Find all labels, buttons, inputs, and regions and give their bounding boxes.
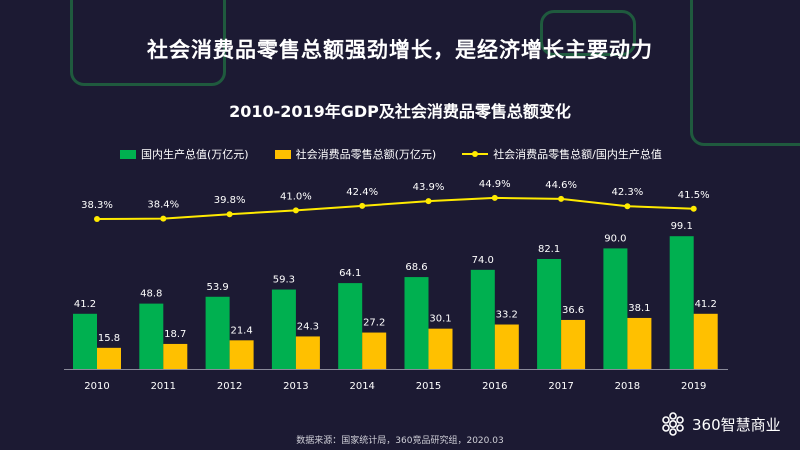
- legend-swatch-gdp: [120, 149, 136, 159]
- x-tick-label: 2016: [482, 381, 507, 392]
- data-label-gdp: 68.6: [405, 262, 427, 273]
- bar-retail: [494, 324, 519, 369]
- data-label-gdp: 99.1: [671, 221, 693, 232]
- data-label-retail: 30.1: [429, 314, 451, 325]
- data-label-ratio: 42.3%: [612, 187, 644, 198]
- data-label-gdp: 41.2: [74, 299, 96, 310]
- data-label-gdp: 82.1: [538, 244, 560, 255]
- legend-item-ratio: 社会消费品零售总额/国内生产总值: [462, 146, 662, 162]
- bar-gdp: [603, 248, 628, 369]
- legend-item-retail: 社会消费品零售总额(万亿元): [274, 146, 437, 162]
- data-label-gdp: 53.9: [206, 282, 228, 293]
- data-label-retail: 36.6: [562, 305, 584, 316]
- ratio-point: [226, 211, 233, 218]
- data-label-retail: 27.2: [363, 318, 385, 329]
- chart-legend: 国内生产总值(万亿元) 社会消费品零售总额(万亿元) 社会消费品零售总额/国内生…: [120, 147, 688, 161]
- bar-gdp: [271, 289, 296, 369]
- bar-gdp: [73, 313, 97, 369]
- data-label-ratio: 41.0%: [280, 191, 312, 202]
- x-tick-label: 2018: [615, 381, 640, 392]
- x-tick-label: 2012: [217, 381, 242, 392]
- bar-retail: [693, 313, 718, 369]
- legend-item-gdp: 国内生产总值(万亿元): [120, 146, 249, 162]
- brand-logo: 360智慧商业: [660, 411, 781, 437]
- legend-label-ratio: 社会消费品零售总额/国内生产总值: [493, 148, 662, 161]
- legend-label-gdp: 国内生产总值(万亿元): [141, 148, 249, 161]
- legend-label-retail: 社会消费品零售总额(万亿元): [295, 148, 437, 161]
- data-label-gdp: 48.8: [140, 289, 162, 300]
- data-label-gdp: 59.3: [273, 275, 295, 286]
- bar-gdp: [338, 283, 363, 369]
- data-label-gdp: 74.0: [472, 255, 494, 266]
- bar-retail: [163, 343, 188, 369]
- data-label-ratio: 44.9%: [479, 179, 511, 190]
- x-tick-label: 2011: [151, 381, 176, 392]
- flower-logo-icon: [662, 412, 684, 436]
- chart-title: 2010-2019年GDP及社会消费品零售总额变化: [229, 102, 571, 121]
- page-headline: 社会消费品零售总额强劲增长，是经济增长主要动力: [147, 38, 653, 62]
- bar-gdp: [669, 236, 694, 369]
- data-label-retail: 18.7: [164, 329, 186, 340]
- ratio-point: [690, 205, 697, 212]
- ratio-point: [94, 216, 100, 222]
- brand-logo-text: 360智慧商业: [692, 415, 781, 434]
- ratio-point: [292, 207, 299, 214]
- ratio-series-line: [96, 196, 694, 220]
- data-label-retail: 41.2: [695, 299, 717, 310]
- data-label-ratio: 43.9%: [413, 182, 445, 193]
- data-label-ratio: 38.3%: [81, 200, 113, 211]
- legend-swatch-retail: [274, 149, 291, 159]
- ratio-point: [491, 194, 498, 201]
- data-label-retail: 24.3: [297, 321, 319, 332]
- data-label-retail: 15.8: [98, 333, 120, 344]
- ratio-point: [425, 198, 432, 205]
- bar-retail: [627, 317, 652, 369]
- ratio-point: [624, 203, 631, 210]
- data-label-gdp: 90.0: [604, 233, 626, 244]
- bar-retail: [295, 336, 320, 369]
- x-tick-label: 2010: [84, 381, 109, 392]
- data-label-ratio: 38.4%: [147, 200, 179, 211]
- bar-gdp: [470, 269, 495, 369]
- bar-retail: [428, 328, 453, 369]
- data-label-retail: 38.1: [628, 303, 650, 314]
- ratio-point: [359, 202, 366, 209]
- data-label-ratio: 44.6%: [545, 180, 577, 191]
- bar-gdp: [404, 277, 429, 369]
- x-tick-label: 2013: [283, 381, 308, 392]
- x-tick-label: 2015: [416, 381, 441, 392]
- bar-retail: [561, 319, 586, 369]
- bar-gdp: [537, 258, 562, 369]
- bar-retail: [362, 332, 387, 369]
- bar-gdp: [205, 296, 230, 369]
- data-label-retail: 33.2: [496, 310, 518, 321]
- data-label-gdp: 64.1: [339, 268, 361, 279]
- x-tick-label: 2019: [681, 381, 706, 392]
- x-tick-label: 2017: [548, 381, 573, 392]
- bar-gdp: [139, 303, 164, 369]
- bar-retail: [229, 340, 254, 369]
- ratio-point: [160, 215, 167, 222]
- data-label-ratio: 39.8%: [214, 195, 246, 206]
- data-label-retail: 21.4: [230, 325, 252, 336]
- data-label-ratio: 42.4%: [346, 187, 378, 198]
- ratio-point: [558, 195, 565, 202]
- legend-swatch-ratio: [462, 149, 489, 159]
- x-tick-label: 2014: [349, 381, 374, 392]
- bar-retail: [97, 347, 121, 369]
- data-source-note: 数据来源：国家统计局，360竞品研究组，2020.03: [296, 436, 504, 446]
- data-label-ratio: 41.5%: [678, 190, 710, 201]
